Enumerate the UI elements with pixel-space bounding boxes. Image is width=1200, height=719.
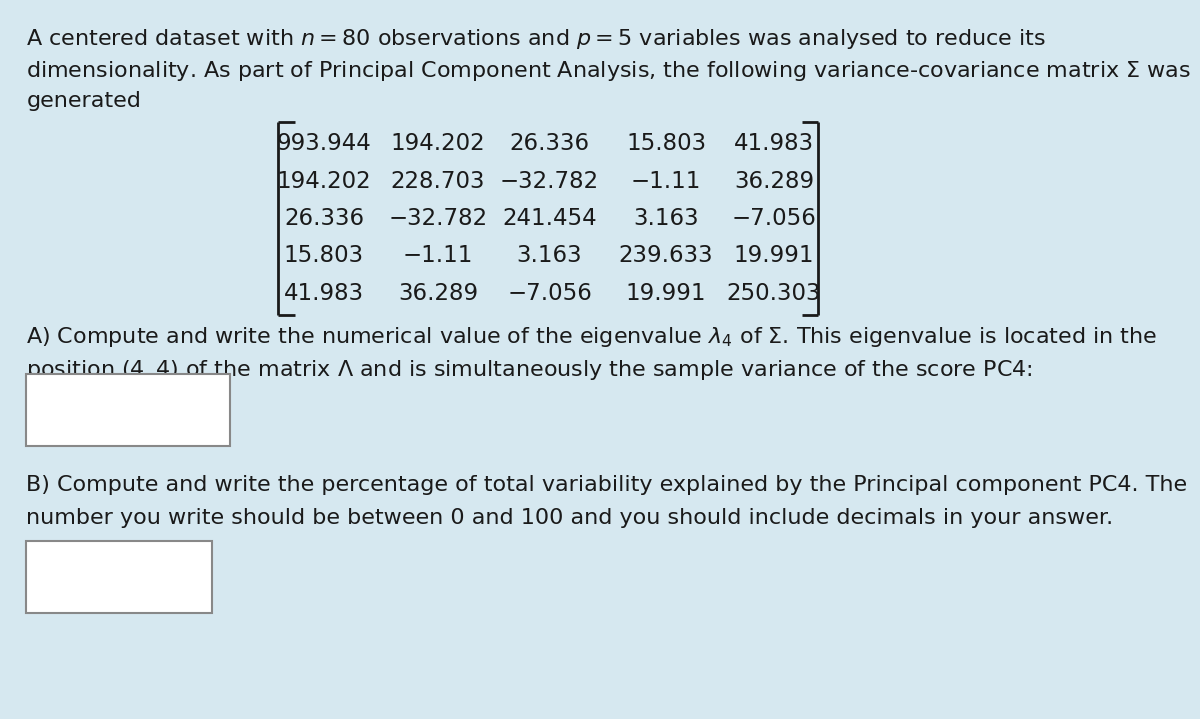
Text: 36.289: 36.289: [398, 282, 478, 305]
Text: 36.289: 36.289: [734, 170, 814, 193]
Text: −1.11: −1.11: [403, 244, 473, 267]
Text: 19.991: 19.991: [625, 282, 707, 305]
FancyBboxPatch shape: [26, 541, 212, 613]
Text: 228.703: 228.703: [391, 170, 485, 193]
Text: −32.782: −32.782: [500, 170, 599, 193]
Text: 15.803: 15.803: [284, 244, 364, 267]
Text: 993.944: 993.944: [277, 132, 371, 155]
Text: −1.11: −1.11: [631, 170, 701, 193]
Text: 41.983: 41.983: [284, 282, 364, 305]
Text: position $(4, 4)$ of the matrix $\Lambda$ and is simultaneously the sample varia: position $(4, 4)$ of the matrix $\Lambda…: [26, 358, 1033, 382]
Text: number you write should be between 0 and 100 and you should include decimals in : number you write should be between 0 and…: [26, 508, 1114, 528]
Text: B) Compute and write the percentage of total variability explained by the Princi: B) Compute and write the percentage of t…: [26, 475, 1188, 495]
Text: 194.202: 194.202: [277, 170, 371, 193]
Text: −7.056: −7.056: [508, 282, 592, 305]
FancyBboxPatch shape: [26, 374, 230, 446]
Text: 15.803: 15.803: [626, 132, 706, 155]
Text: 241.454: 241.454: [503, 207, 596, 230]
Text: 26.336: 26.336: [284, 207, 364, 230]
Text: generated: generated: [26, 91, 142, 111]
Text: 194.202: 194.202: [391, 132, 485, 155]
Text: −32.782: −32.782: [389, 207, 487, 230]
Text: 3.163: 3.163: [634, 207, 698, 230]
Text: 41.983: 41.983: [734, 132, 814, 155]
Text: 250.303: 250.303: [727, 282, 821, 305]
Text: A centered dataset with $n = 80$ observations and $p = 5$ variables was analysed: A centered dataset with $n = 80$ observa…: [26, 27, 1046, 51]
Text: 239.633: 239.633: [619, 244, 713, 267]
Text: 26.336: 26.336: [510, 132, 589, 155]
Text: 19.991: 19.991: [733, 244, 815, 267]
Text: A) Compute and write the numerical value of the eigenvalue $\lambda_4$ of $\Sigm: A) Compute and write the numerical value…: [26, 325, 1158, 349]
Text: dimensionality. As part of Principal Component Analysis, the following variance-: dimensionality. As part of Principal Com…: [26, 59, 1192, 83]
Text: −7.056: −7.056: [732, 207, 816, 230]
Text: 3.163: 3.163: [517, 244, 582, 267]
